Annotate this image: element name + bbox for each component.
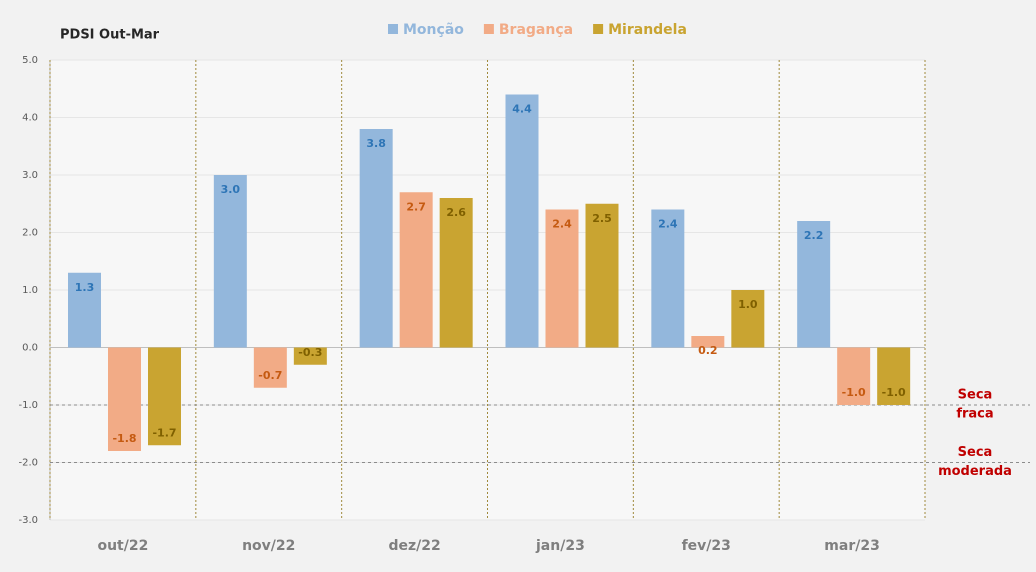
y-tick-label: 0.0 xyxy=(22,343,38,354)
data-label: -1.0 xyxy=(882,386,906,399)
x-tick-label: mar/23 xyxy=(824,538,880,554)
data-label: 2.4 xyxy=(658,218,678,231)
bar xyxy=(797,221,831,348)
bar xyxy=(213,175,247,348)
data-label: -1.0 xyxy=(842,386,866,399)
bar xyxy=(505,94,539,348)
y-tick-label: 4.0 xyxy=(22,113,38,124)
data-label: 0.2 xyxy=(698,344,718,357)
legend-swatch xyxy=(483,24,494,34)
bar xyxy=(691,336,725,348)
bar xyxy=(651,209,685,348)
x-tick-label: fev/23 xyxy=(682,538,731,554)
data-label: 4.4 xyxy=(512,103,532,116)
x-tick-label: jan/23 xyxy=(535,538,585,554)
bar xyxy=(148,347,181,446)
legend-label: Bragança xyxy=(499,22,573,38)
y-tick-label: -3.0 xyxy=(18,515,38,526)
bar xyxy=(359,129,393,348)
data-label: -0.3 xyxy=(298,346,322,359)
data-label: -0.7 xyxy=(258,369,282,382)
bar xyxy=(585,203,619,348)
bar xyxy=(877,347,911,405)
y-tick-label: 1.0 xyxy=(22,285,38,296)
x-tick-label: nov/22 xyxy=(242,538,295,554)
x-tick-label: dez/22 xyxy=(388,538,440,554)
annotation: moderada xyxy=(938,464,1012,479)
bar xyxy=(439,198,473,348)
data-label: -1.8 xyxy=(112,432,136,445)
bar xyxy=(545,209,579,348)
y-tick-label: 3.0 xyxy=(22,170,38,181)
data-label: 2.4 xyxy=(552,218,572,231)
y-tick-label: 2.0 xyxy=(22,228,38,239)
data-label: 1.3 xyxy=(75,281,95,294)
legend-label: Mirandela xyxy=(608,22,687,38)
annotation: Seca xyxy=(958,445,993,460)
bar xyxy=(293,347,327,365)
chart-title: PDSI Out-Mar xyxy=(60,28,160,43)
bar xyxy=(837,347,871,405)
data-label: 3.0 xyxy=(221,183,241,196)
data-label: 2.6 xyxy=(446,206,466,219)
bar xyxy=(399,192,433,348)
data-label: 1.0 xyxy=(738,298,758,311)
y-tick-label: 5.0 xyxy=(22,55,38,66)
y-tick-label: -2.0 xyxy=(18,458,38,469)
bar xyxy=(68,272,101,348)
bar xyxy=(108,347,141,451)
data-label: -1.7 xyxy=(152,426,176,439)
y-tick-label: -1.0 xyxy=(18,400,38,411)
x-tick-label: out/22 xyxy=(97,538,148,554)
legend-swatch xyxy=(593,24,604,34)
bar xyxy=(253,347,287,388)
legend-swatch xyxy=(388,24,398,34)
data-label: 2.2 xyxy=(804,229,824,242)
data-label: 2.7 xyxy=(406,200,426,213)
data-label: 3.8 xyxy=(366,137,386,150)
annotation: Seca xyxy=(958,388,993,403)
annotation: fraca xyxy=(956,407,993,422)
bar xyxy=(731,290,765,348)
data-label: 2.5 xyxy=(592,212,612,225)
legend-label: Monção xyxy=(403,22,464,38)
